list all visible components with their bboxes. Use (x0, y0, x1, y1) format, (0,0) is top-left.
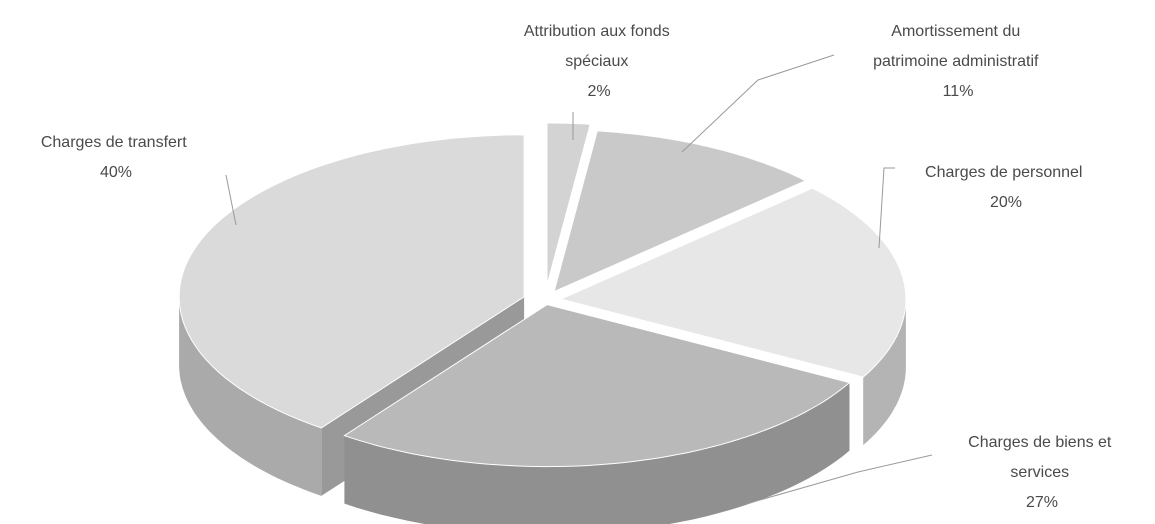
leader-line-personnel (878, 167, 895, 249)
leader-line-amortissement (681, 54, 835, 153)
label-biens: Charges de biens et services 27% (968, 434, 1116, 511)
pie-slice-attribution-aux-fonds-sp-ciaux (546, 122, 591, 286)
label-personnel: Charges de personnel 20% (925, 164, 1087, 211)
pie-wall-charges-de-personnel (863, 299, 906, 446)
label-transfert: Charges de transfert 40% (41, 134, 191, 181)
pie-slice-charges-de-transfert (178, 134, 525, 429)
pie-slice-charges-de-personnel (559, 187, 907, 378)
label-amortissement: Amortissement du patrimoine administrati… (873, 23, 1043, 100)
label-fonds: Attribution aux fonds spéciaux 2% (524, 23, 674, 100)
pie-tops (178, 122, 907, 468)
pie-slice-amortissement-du-patrimoine-administratif (553, 130, 807, 293)
leader-line-biens (745, 454, 933, 505)
pie-wall-charges-de-biens-et-services (344, 382, 850, 524)
pie-slice-charges-de-biens-et-services (343, 304, 851, 468)
leader-line-transfert (225, 174, 237, 226)
pie-wall-charges-de-transfert (179, 296, 322, 496)
